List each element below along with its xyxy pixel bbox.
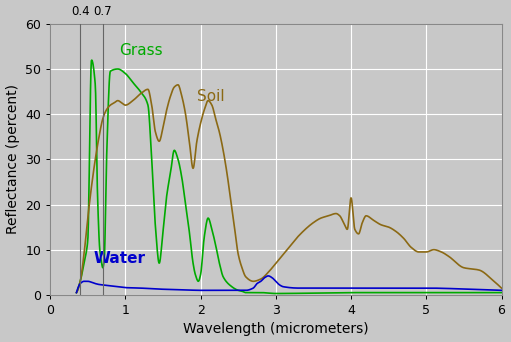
Text: 0.4: 0.4 [71,5,89,18]
Text: 0.7: 0.7 [94,5,112,18]
Y-axis label: Reflectance (percent): Reflectance (percent) [6,84,19,234]
Text: Water: Water [94,251,146,266]
Text: Soil: Soil [197,89,224,104]
Text: Grass: Grass [120,43,163,58]
X-axis label: Wavelength (micrometers): Wavelength (micrometers) [183,323,368,337]
